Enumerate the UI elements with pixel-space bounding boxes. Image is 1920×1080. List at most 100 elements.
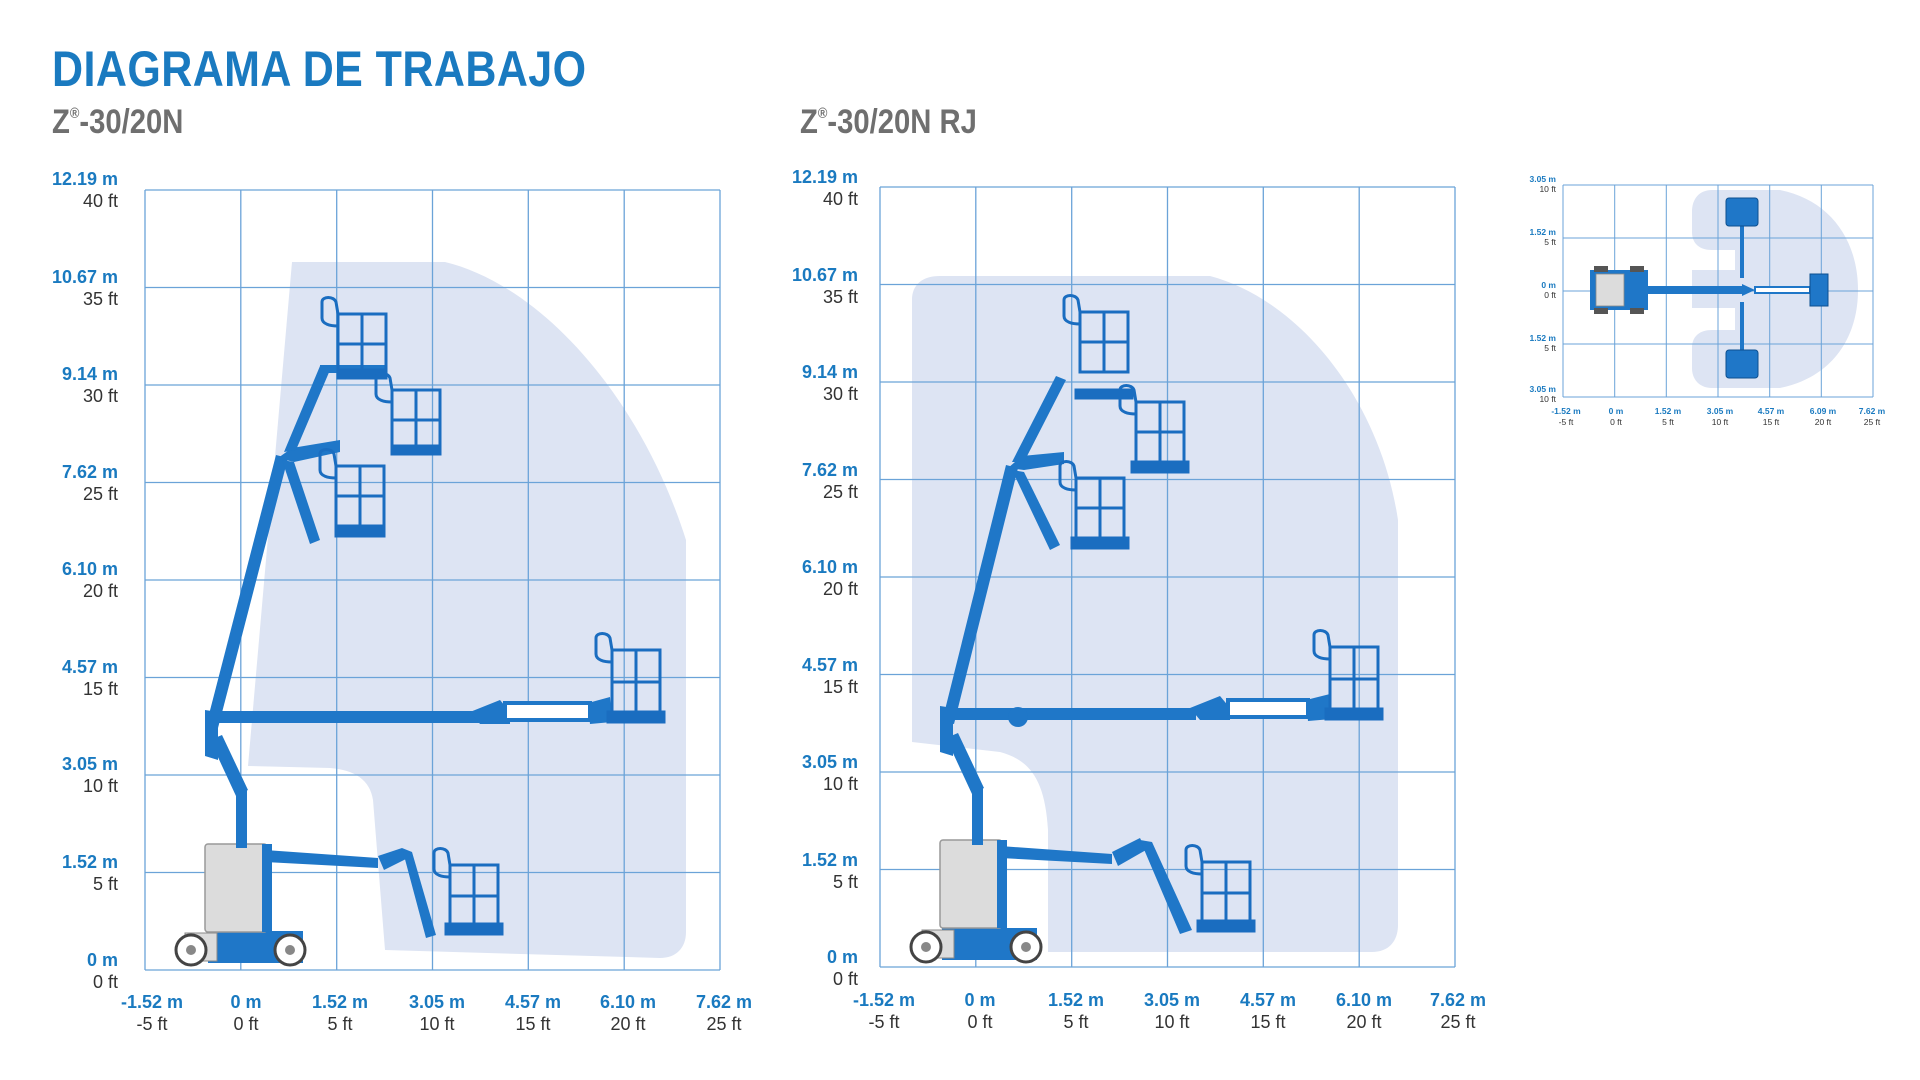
wheel-icon: [1630, 266, 1644, 272]
platform-basket: [1184, 844, 1256, 933]
y-tick-label-m: 9.14 m: [802, 362, 858, 382]
y-tick-label-m: 3.05 m: [1530, 384, 1557, 394]
y-tick-label-ft: 20 ft: [823, 579, 858, 599]
y-tick-label-ft: 25 ft: [823, 482, 858, 502]
x-tick-label-m: 0 m: [1609, 406, 1624, 416]
platform-basket: [432, 847, 504, 936]
y-tick-label-ft: 25 ft: [83, 484, 118, 504]
y-tick-label-ft: 0 ft: [833, 969, 858, 989]
jib-stowed: [402, 848, 436, 938]
x-tick-label-ft: 25 ft: [706, 1014, 741, 1034]
y-tick-label-ft: 0 ft: [1544, 290, 1556, 300]
y-tick-label-m: 0 m: [87, 950, 118, 970]
y-tick-label-m: 7.62 m: [62, 462, 118, 482]
top-view-y-labels: 3.05 m 10 ft 1.52 m 5 ft 0 m 0 ft 1.52 m…: [1530, 174, 1557, 404]
x-tick-label-ft: 15 ft: [1250, 1012, 1285, 1032]
x-tick-label-m: 4.57 m: [1758, 406, 1785, 416]
platform-basket: [1058, 460, 1130, 550]
y-tick-label-ft: 5 ft: [93, 874, 118, 894]
top-view-x-labels: -1.52 m -5 ft 0 m 0 ft 1.52 m 5 ft 3.05 …: [1551, 406, 1885, 427]
horizontal-boom: [210, 711, 480, 723]
y-tick-label-ft: 30 ft: [823, 384, 858, 404]
platform-top: [1809, 273, 1829, 307]
platform-top: [1725, 197, 1759, 227]
x-tick-label-ft: 5 ft: [1662, 417, 1674, 427]
jib-stowed: [1140, 840, 1192, 934]
upper-elbow: [278, 440, 340, 462]
x-tick-label-m: 3.05 m: [409, 992, 465, 1012]
grid: [879, 186, 1456, 968]
wheel-hub-icon: [921, 942, 931, 952]
main-boom-raised: [206, 455, 288, 728]
x-tick-label-m: -1.52 m: [853, 990, 915, 1010]
jib-swing-up: [1740, 224, 1744, 278]
wheel-hub-icon: [186, 945, 196, 955]
y-tick-label-m: 0 m: [827, 947, 858, 967]
x-tick-label-ft: 10 ft: [419, 1014, 454, 1034]
platforms-right: [1058, 294, 1384, 933]
y-tick-label-ft: 35 ft: [83, 289, 118, 309]
boom-knuckle-top: [1742, 284, 1755, 296]
platform-basket: [594, 632, 666, 724]
x-tick-label-m: 7.62 m: [1859, 406, 1886, 416]
riser: [236, 790, 247, 848]
y-tick-label-m: 1.52 m: [802, 850, 858, 870]
x-tick-label-ft: 10 ft: [1154, 1012, 1189, 1032]
x-tick-label-ft: -5 ft: [136, 1014, 167, 1034]
chassis-edge: [997, 840, 1007, 928]
platform-basket: [318, 448, 386, 538]
x-tick-label-m: 7.62 m: [1430, 990, 1486, 1010]
y-tick-label-ft: 20 ft: [83, 581, 118, 601]
jib-swing-down: [1740, 302, 1744, 352]
x-tick-label-m: 0 m: [964, 990, 995, 1010]
x-tick-label-m: 3.05 m: [1707, 406, 1734, 416]
boom-joint: [378, 848, 408, 870]
lower-boom-stowed: [1000, 846, 1112, 864]
y-tick-label-ft: 0 ft: [93, 972, 118, 992]
y-tick-label-ft: 10 ft: [823, 774, 858, 794]
x-tick-label-m: 1.52 m: [1048, 990, 1104, 1010]
y-axis-labels: 12.19 m 40 ft 10.67 m 35 ft 9.14 m 30 ft…: [792, 167, 858, 989]
y-tick-label-m: 3.05 m: [802, 752, 858, 772]
x-axis-labels: -1.52 m -5 ft 0 m 0 ft 1.52 m 5 ft 3.05 …: [853, 990, 1486, 1032]
platform-basket: [1062, 294, 1134, 400]
x-tick-label-m: 4.57 m: [1240, 990, 1296, 1010]
model-title-left: Z®-30/20N: [52, 103, 183, 142]
boom-knuckle: [1190, 696, 1230, 720]
model-prefix: Z: [800, 103, 818, 141]
x-tick-label-ft: 5 ft: [327, 1014, 352, 1034]
rotary-jib-joint: [1008, 707, 1028, 727]
x-tick-label-m: 3.05 m: [1144, 990, 1200, 1010]
y-tick-label-m: 0 m: [1541, 280, 1556, 290]
x-tick-label-m: 0 m: [230, 992, 261, 1012]
y-tick-label-ft: 40 ft: [83, 191, 118, 211]
x-tick-label-m: 7.62 m: [696, 992, 752, 1012]
upper-jib-low: [1012, 470, 1060, 550]
platform-basket: [1312, 629, 1384, 721]
x-tick-label-ft: 5 ft: [1063, 1012, 1088, 1032]
y-tick-label-m: 10.67 m: [52, 267, 118, 287]
x-tick-label-m: -1.52 m: [121, 992, 183, 1012]
upper-jib-top: [284, 366, 330, 452]
model-title-right: Z®-30/20N RJ: [800, 103, 977, 142]
lower-boom-stowed: [265, 850, 378, 868]
y-tick-label-m: 10.67 m: [792, 265, 858, 285]
y-tick-label-ft: 10 ft: [83, 776, 118, 796]
y-tick-label-m: 1.52 m: [1530, 227, 1557, 237]
y-tick-label-m: 1.52 m: [1530, 333, 1557, 343]
y-tick-label-m: 4.57 m: [802, 655, 858, 675]
upper-jib-top: [1012, 376, 1066, 462]
boom-joint: [1112, 838, 1146, 866]
chassis-top-cover: [1595, 273, 1625, 307]
x-tick-label-ft: 20 ft: [1815, 417, 1832, 427]
x-tick-label-ft: 25 ft: [1440, 1012, 1475, 1032]
x-tick-label-ft: 25 ft: [1864, 417, 1881, 427]
y-tick-label-m: 3.05 m: [1530, 174, 1557, 184]
y-tick-label-m: 9.14 m: [62, 364, 118, 384]
x-tick-label-ft: 0 ft: [967, 1012, 992, 1032]
y-tick-label-m: 3.05 m: [62, 754, 118, 774]
platform-basket: [374, 372, 442, 456]
y-axis-labels: 12.19 m 40 ft 10.67 m 35 ft 9.14 m 30 ft…: [52, 169, 118, 992]
chassis-edge: [262, 844, 272, 932]
